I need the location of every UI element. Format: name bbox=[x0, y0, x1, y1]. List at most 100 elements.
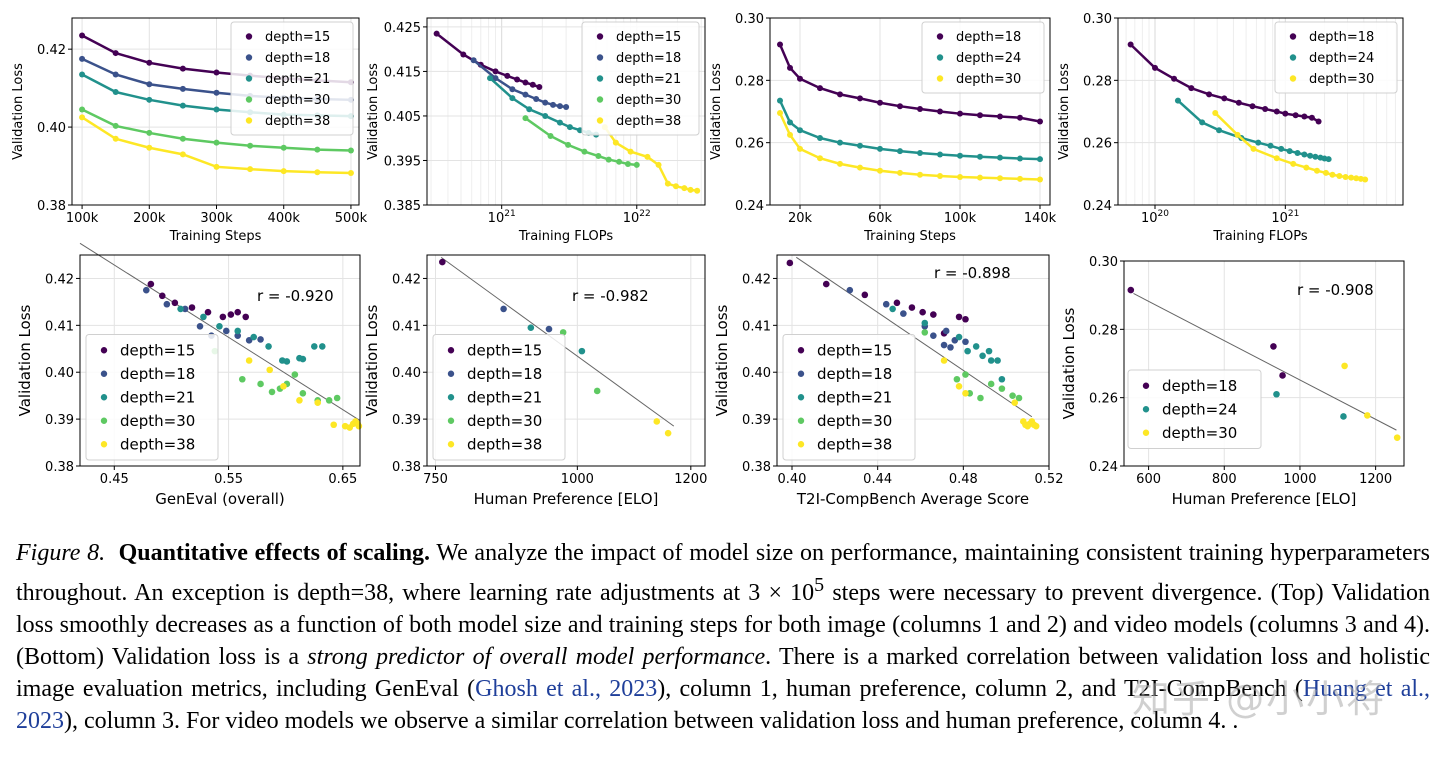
legend-label: depth=30 bbox=[467, 412, 542, 430]
chart-top-3: 20k 60k 100k 140k 0.24 0.26 0.28 0.30 Training S… bbox=[709, 12, 1057, 244]
data-point bbox=[299, 355, 307, 363]
data-point bbox=[1250, 145, 1257, 152]
data-point bbox=[247, 142, 254, 149]
plot-frame bbox=[1123, 260, 1405, 467]
series-depth=30 bbox=[1341, 362, 1401, 441]
legend-marker bbox=[596, 33, 604, 40]
data-point bbox=[492, 68, 499, 75]
data-point bbox=[283, 358, 291, 365]
data-point bbox=[882, 300, 890, 308]
data-point bbox=[787, 119, 793, 126]
data-point bbox=[1308, 114, 1315, 121]
data-point bbox=[857, 142, 863, 149]
chart-bottom-2: 750 1000 1200 0.38 0.39 0.40 0.41 0.42 Human Pre… bbox=[363, 254, 707, 508]
legend-label: depth=38 bbox=[616, 114, 681, 129]
data-point bbox=[526, 106, 533, 113]
series-line bbox=[603, 126, 698, 192]
data-point bbox=[953, 375, 961, 383]
data-point bbox=[266, 366, 274, 374]
data-point bbox=[533, 96, 540, 103]
y-tick-label: 0.38 bbox=[37, 199, 66, 214]
data-point bbox=[1127, 41, 1134, 48]
data-point bbox=[238, 375, 246, 383]
y-tick-label: 0.30 bbox=[1089, 255, 1118, 270]
data-point bbox=[1329, 171, 1336, 178]
data-point bbox=[877, 99, 883, 106]
data-point bbox=[1303, 164, 1310, 171]
data-point bbox=[1249, 103, 1256, 110]
series-depth=15 bbox=[147, 280, 250, 321]
data-point bbox=[147, 280, 155, 288]
series-depth=38 bbox=[940, 357, 1040, 430]
data-point bbox=[265, 343, 272, 350]
legend: depth=15 depth=18 depth=21 depth=30 depth=38 bbox=[85, 334, 219, 461]
legend: depth=15 depth=18 depth=21 depth=30 depth=38 bbox=[581, 21, 700, 136]
series-depth=30 bbox=[921, 329, 1023, 402]
y-tick-label: 0.40 bbox=[392, 366, 421, 381]
data-point bbox=[522, 91, 529, 98]
data-point bbox=[877, 167, 883, 174]
chart-bottom-3: 0.40 0.44 0.48 0.52 0.38 0.39 0.40 0.41 0.42 T2I-… bbox=[713, 254, 1063, 508]
legend-label: depth=18 bbox=[1309, 30, 1374, 45]
series-depth=18 bbox=[777, 41, 1043, 125]
data-point bbox=[547, 132, 554, 139]
data-point bbox=[314, 399, 322, 407]
legend-label: depth=15 bbox=[120, 342, 195, 360]
legend-label: depth=30 bbox=[817, 412, 892, 430]
correlation-annotation: r = -0.982 bbox=[572, 287, 649, 305]
y-tick-label: 0.385 bbox=[384, 199, 421, 214]
legend-marker bbox=[1289, 54, 1297, 61]
data-point bbox=[280, 144, 287, 151]
legend: depth=18 depth=24 depth=30 bbox=[921, 21, 1045, 94]
data-point bbox=[504, 72, 511, 79]
data-point bbox=[245, 337, 253, 344]
series-depth=30 bbox=[79, 106, 354, 154]
data-point bbox=[566, 124, 573, 131]
data-point bbox=[908, 304, 916, 311]
y-tick-label: 0.41 bbox=[45, 319, 74, 334]
data-point bbox=[937, 173, 943, 180]
caption-text-1: We analyze the impact of model size on p… bbox=[16, 540, 1430, 606]
legend-label: depth=15 bbox=[467, 342, 542, 360]
legend-marker bbox=[245, 96, 253, 103]
data-point bbox=[112, 71, 119, 78]
legend-marker bbox=[447, 441, 455, 448]
series-line bbox=[1214, 112, 1366, 181]
legend-label: depth=18 bbox=[120, 365, 195, 383]
x-tick-label: 1200 bbox=[1359, 472, 1392, 487]
data-point bbox=[146, 129, 153, 136]
data-point bbox=[234, 332, 242, 339]
data-point bbox=[112, 135, 119, 142]
legend-label: depth=38 bbox=[265, 114, 330, 129]
y-tick-label: 0.30 bbox=[735, 12, 764, 27]
legend-marker bbox=[100, 394, 108, 401]
x-tick-label: 300k bbox=[200, 211, 233, 226]
data-point bbox=[79, 32, 86, 39]
data-point bbox=[985, 347, 993, 355]
caption-text-3: . There is a marked correlation between … bbox=[16, 644, 1430, 702]
citation-huang-link[interactable]: Huang et al., 2023 bbox=[16, 676, 1431, 734]
y-tick-label: 0.41 bbox=[742, 319, 771, 334]
data-point bbox=[1273, 108, 1280, 115]
y-tick-label: 0.40 bbox=[45, 366, 74, 381]
data-point bbox=[213, 89, 220, 96]
data-point bbox=[687, 186, 694, 193]
data-point bbox=[998, 375, 1006, 383]
data-point bbox=[1032, 422, 1040, 430]
data-point bbox=[1290, 160, 1297, 167]
data-point bbox=[79, 71, 86, 78]
data-point bbox=[179, 65, 186, 72]
legend-label: depth=24 bbox=[956, 51, 1021, 66]
citation-ghosh-link[interactable]: Ghosh et al., 2023 bbox=[475, 676, 658, 702]
data-point bbox=[1278, 145, 1285, 152]
data-point bbox=[219, 313, 227, 321]
y-tick-label: 0.24 bbox=[735, 199, 764, 214]
legend-label: depth=18 bbox=[817, 365, 892, 383]
plot-frame bbox=[426, 17, 706, 206]
x-tick-label: 0.40 bbox=[778, 472, 807, 487]
data-point bbox=[1017, 175, 1023, 182]
data-point bbox=[310, 343, 318, 350]
series-depth=30 bbox=[522, 115, 640, 168]
data-point bbox=[325, 397, 333, 404]
data-point bbox=[439, 258, 446, 266]
